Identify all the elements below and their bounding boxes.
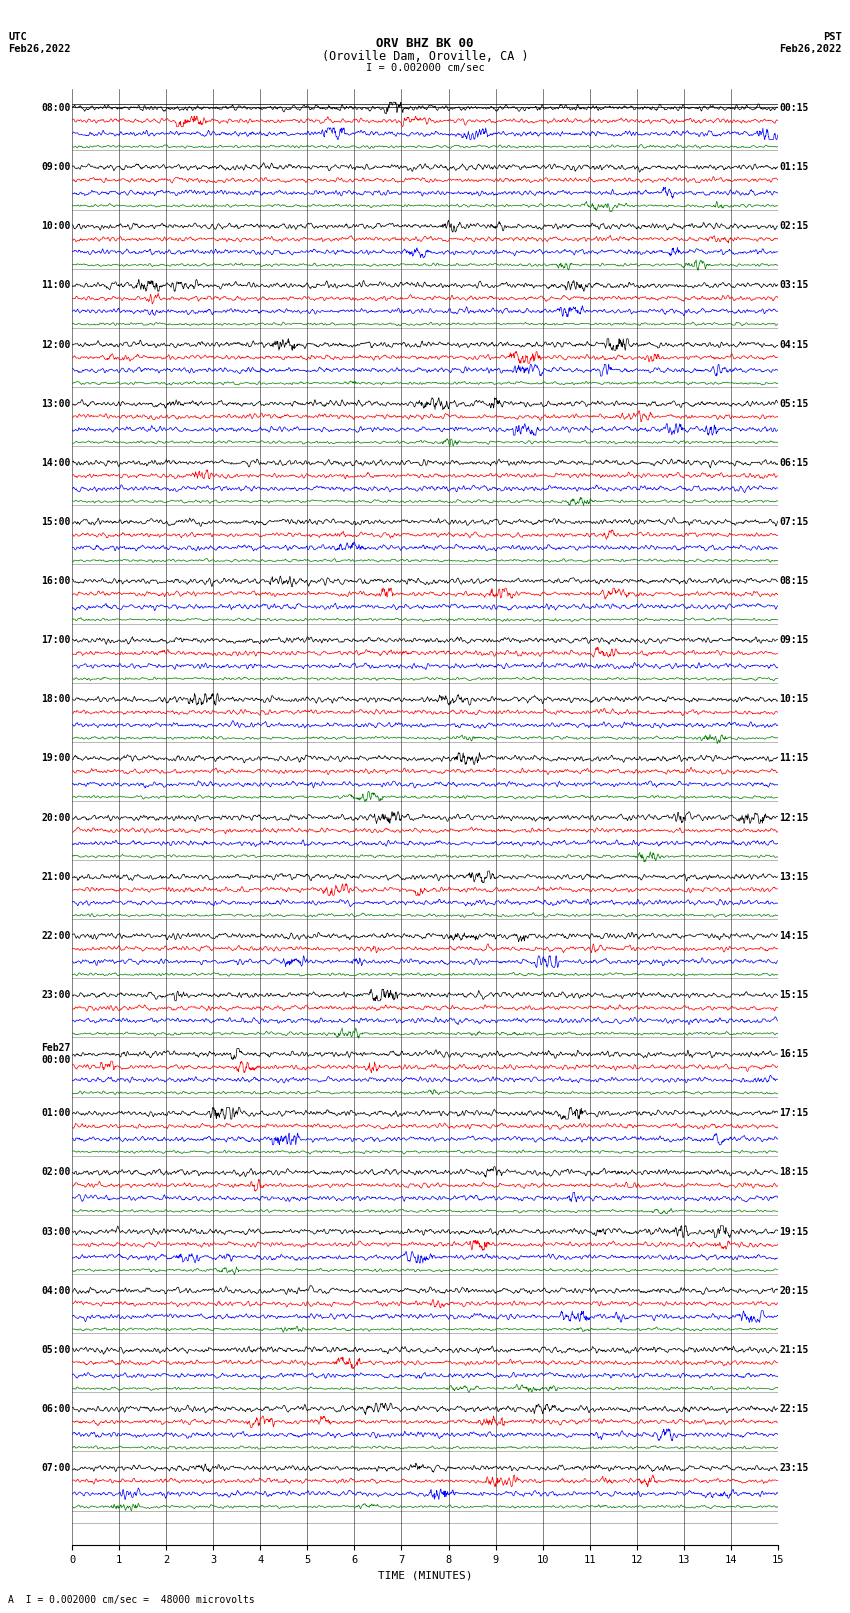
Text: 23:15: 23:15 xyxy=(779,1463,808,1473)
Text: 16:15: 16:15 xyxy=(779,1048,808,1060)
Text: 02:00: 02:00 xyxy=(42,1168,71,1177)
Text: 10:15: 10:15 xyxy=(779,694,808,705)
Text: 21:15: 21:15 xyxy=(779,1345,808,1355)
Text: 03:15: 03:15 xyxy=(779,281,808,290)
Text: 14:00: 14:00 xyxy=(42,458,71,468)
Text: PST
Feb26,2022: PST Feb26,2022 xyxy=(779,32,842,53)
Text: 15:00: 15:00 xyxy=(42,516,71,527)
Text: 15:15: 15:15 xyxy=(779,990,808,1000)
Text: 23:00: 23:00 xyxy=(42,990,71,1000)
Text: 13:00: 13:00 xyxy=(42,398,71,408)
Text: 07:00: 07:00 xyxy=(42,1463,71,1473)
Text: 22:15: 22:15 xyxy=(779,1403,808,1415)
Text: 05:00: 05:00 xyxy=(42,1345,71,1355)
Text: 06:00: 06:00 xyxy=(42,1403,71,1415)
Text: 21:00: 21:00 xyxy=(42,871,71,882)
Text: 17:00: 17:00 xyxy=(42,636,71,645)
Text: 04:15: 04:15 xyxy=(779,340,808,350)
Text: 13:15: 13:15 xyxy=(779,871,808,882)
Text: Feb27
00:00: Feb27 00:00 xyxy=(42,1044,71,1065)
Text: 01:00: 01:00 xyxy=(42,1108,71,1118)
Text: 18:00: 18:00 xyxy=(42,694,71,705)
Text: 01:15: 01:15 xyxy=(779,163,808,173)
Text: 08:00: 08:00 xyxy=(42,103,71,113)
Text: 11:00: 11:00 xyxy=(42,281,71,290)
Text: 22:00: 22:00 xyxy=(42,931,71,940)
Text: 14:15: 14:15 xyxy=(779,931,808,940)
Text: 19:00: 19:00 xyxy=(42,753,71,763)
X-axis label: TIME (MINUTES): TIME (MINUTES) xyxy=(377,1571,473,1581)
Text: 08:15: 08:15 xyxy=(779,576,808,586)
Text: UTC
Feb26,2022: UTC Feb26,2022 xyxy=(8,32,71,53)
Text: 07:15: 07:15 xyxy=(779,516,808,527)
Text: 02:15: 02:15 xyxy=(779,221,808,231)
Text: 05:15: 05:15 xyxy=(779,398,808,408)
Text: 00:15: 00:15 xyxy=(779,103,808,113)
Text: 12:15: 12:15 xyxy=(779,813,808,823)
Text: 09:15: 09:15 xyxy=(779,636,808,645)
Text: 20:15: 20:15 xyxy=(779,1286,808,1295)
Text: 11:15: 11:15 xyxy=(779,753,808,763)
Text: 19:15: 19:15 xyxy=(779,1226,808,1237)
Text: 12:00: 12:00 xyxy=(42,340,71,350)
Text: 17:15: 17:15 xyxy=(779,1108,808,1118)
Text: 16:00: 16:00 xyxy=(42,576,71,586)
Text: A  I = 0.002000 cm/sec =  48000 microvolts: A I = 0.002000 cm/sec = 48000 microvolts xyxy=(8,1595,255,1605)
Text: 20:00: 20:00 xyxy=(42,813,71,823)
Text: 09:00: 09:00 xyxy=(42,163,71,173)
Text: 03:00: 03:00 xyxy=(42,1226,71,1237)
Text: 04:00: 04:00 xyxy=(42,1286,71,1295)
Text: 18:15: 18:15 xyxy=(779,1168,808,1177)
Text: ORV BHZ BK 00: ORV BHZ BK 00 xyxy=(377,37,473,50)
Text: 10:00: 10:00 xyxy=(42,221,71,231)
Text: I = 0.002000 cm/sec: I = 0.002000 cm/sec xyxy=(366,63,484,73)
Text: 06:15: 06:15 xyxy=(779,458,808,468)
Text: (Oroville Dam, Oroville, CA ): (Oroville Dam, Oroville, CA ) xyxy=(321,50,529,63)
